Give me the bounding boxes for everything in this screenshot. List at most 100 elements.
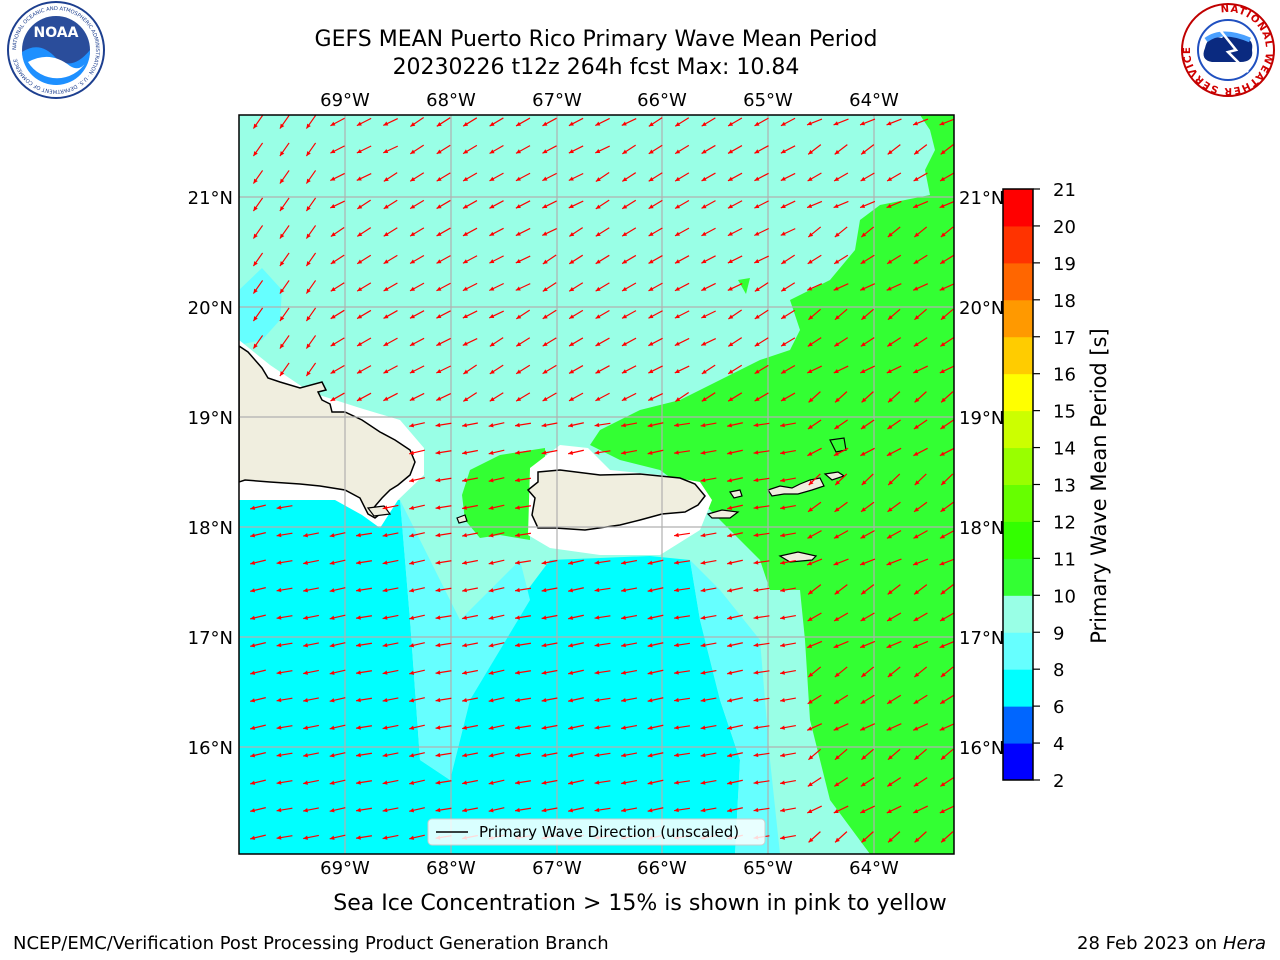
- colorbar-tick-label: 8: [1053, 660, 1064, 681]
- wave-arrow: [674, 752, 690, 758]
- wave-arrow: [356, 145, 372, 154]
- wave-arrow: [780, 614, 796, 620]
- wave-arrow: [833, 640, 849, 649]
- gridlines: [239, 115, 954, 854]
- wave-arrow: [409, 834, 425, 840]
- nws-logo: NATIONAL WEATHER SERVICE: [1181, 3, 1275, 97]
- wave-arrow: [939, 723, 954, 731]
- wave-arrow: [833, 118, 849, 126]
- wave-arrow: [886, 283, 902, 291]
- wave-arrow: [859, 640, 876, 649]
- wave-arrow: [861, 391, 874, 403]
- colorbar-segment: [1003, 706, 1033, 744]
- wave-arrow: [674, 642, 690, 648]
- wave-arrow: [541, 559, 558, 565]
- wave-arrow: [939, 283, 954, 291]
- lon-label-top: 69°W: [320, 90, 370, 111]
- wave-arrow: [279, 225, 290, 239]
- chart-subtitle: 20230226 t12z 264h fcst Max: 10.84: [392, 55, 800, 80]
- wave-arrow: [860, 419, 875, 430]
- wave-arrow: [807, 501, 822, 513]
- wave-arrow: [595, 309, 610, 320]
- wave-arrow: [780, 834, 796, 840]
- wave-arrow: [753, 422, 770, 428]
- colorbar-segment: [1003, 225, 1033, 264]
- wave-arrow: [647, 807, 664, 813]
- wave-arrow: [383, 172, 398, 182]
- wave-arrow: [727, 200, 743, 209]
- wave-arrow: [621, 614, 637, 620]
- wave-arrow: [887, 584, 901, 595]
- wave-arrow: [303, 614, 319, 620]
- wave-arrow: [621, 724, 637, 730]
- wave-arrow: [727, 422, 743, 428]
- wave-arrow: [356, 282, 372, 292]
- wave-arrow: [383, 310, 398, 319]
- wave-arrow: [489, 282, 504, 292]
- wave-arrow: [462, 779, 478, 785]
- wave-arrow: [435, 752, 452, 758]
- wave-arrow: [727, 477, 743, 483]
- wave-arrow: [409, 669, 425, 675]
- wave-arrow: [674, 422, 690, 428]
- wave-arrow: [329, 559, 346, 565]
- colorbar-tick-label: 16: [1053, 365, 1076, 386]
- wave-arrow: [595, 254, 610, 265]
- wave-arrow: [940, 666, 954, 678]
- wave-arrow: [515, 505, 531, 510]
- wave-arrow: [833, 723, 849, 731]
- wave-arrow: [780, 309, 796, 320]
- wave-arrow: [409, 144, 425, 155]
- wave-arrow: [382, 145, 399, 154]
- wave-arrow: [542, 117, 557, 127]
- colorbar-segment: [1003, 558, 1033, 596]
- wave-arrow: [940, 144, 954, 155]
- wave-arrow: [542, 392, 557, 402]
- wave-arrow: [383, 337, 398, 347]
- wave-arrow: [489, 200, 504, 209]
- wave-arrow: [542, 228, 557, 236]
- wave-arrow: [409, 642, 425, 648]
- wave-arrow: [252, 252, 264, 267]
- lon-label-top: 67°W: [532, 90, 582, 111]
- wave-arrow: [330, 392, 345, 402]
- wave-arrow: [939, 365, 954, 374]
- wave-arrow: [594, 697, 611, 703]
- wave-arrow: [939, 337, 954, 347]
- colorbar-tick-label: 21: [1053, 180, 1076, 201]
- wave-arrow: [250, 724, 266, 730]
- wave-arrow: [594, 642, 611, 648]
- colorbar-tick-label: 20: [1053, 217, 1076, 238]
- wave-arrow: [860, 694, 875, 705]
- wave-arrow: [621, 752, 637, 758]
- wave-arrow: [356, 254, 372, 265]
- wave-arrow: [279, 142, 290, 157]
- wave-arrow: [595, 392, 610, 402]
- wave-arrow: [780, 724, 796, 730]
- wave-arrow: [595, 337, 610, 347]
- wave-arrow: [807, 805, 822, 814]
- wave-arrow: [753, 752, 770, 758]
- wave-arrow: [330, 282, 345, 292]
- wave-arrow: [382, 779, 399, 785]
- wave-arrow: [727, 255, 743, 264]
- wave-arrow: [674, 117, 690, 127]
- wave-arrow: [276, 835, 293, 840]
- wave-arrow: [276, 560, 293, 565]
- wave-arrow: [913, 254, 928, 265]
- wave-arrow: [939, 640, 954, 649]
- wave-arrow: [541, 669, 558, 675]
- wave-arrow: [462, 504, 478, 510]
- wave-arrow: [780, 172, 796, 182]
- wave-arrow: [886, 530, 902, 539]
- wave-arrow: [939, 172, 954, 182]
- wave-arrow: [621, 669, 637, 675]
- wave-arrow: [356, 752, 372, 758]
- wave-arrow: [462, 338, 478, 346]
- wave-arrow: [435, 477, 452, 483]
- wave-arrow: [276, 615, 293, 620]
- wave-arrow: [409, 310, 425, 319]
- wave-arrow: [279, 307, 290, 322]
- wave-arrow: [568, 724, 584, 730]
- wave-arrow: [833, 558, 849, 566]
